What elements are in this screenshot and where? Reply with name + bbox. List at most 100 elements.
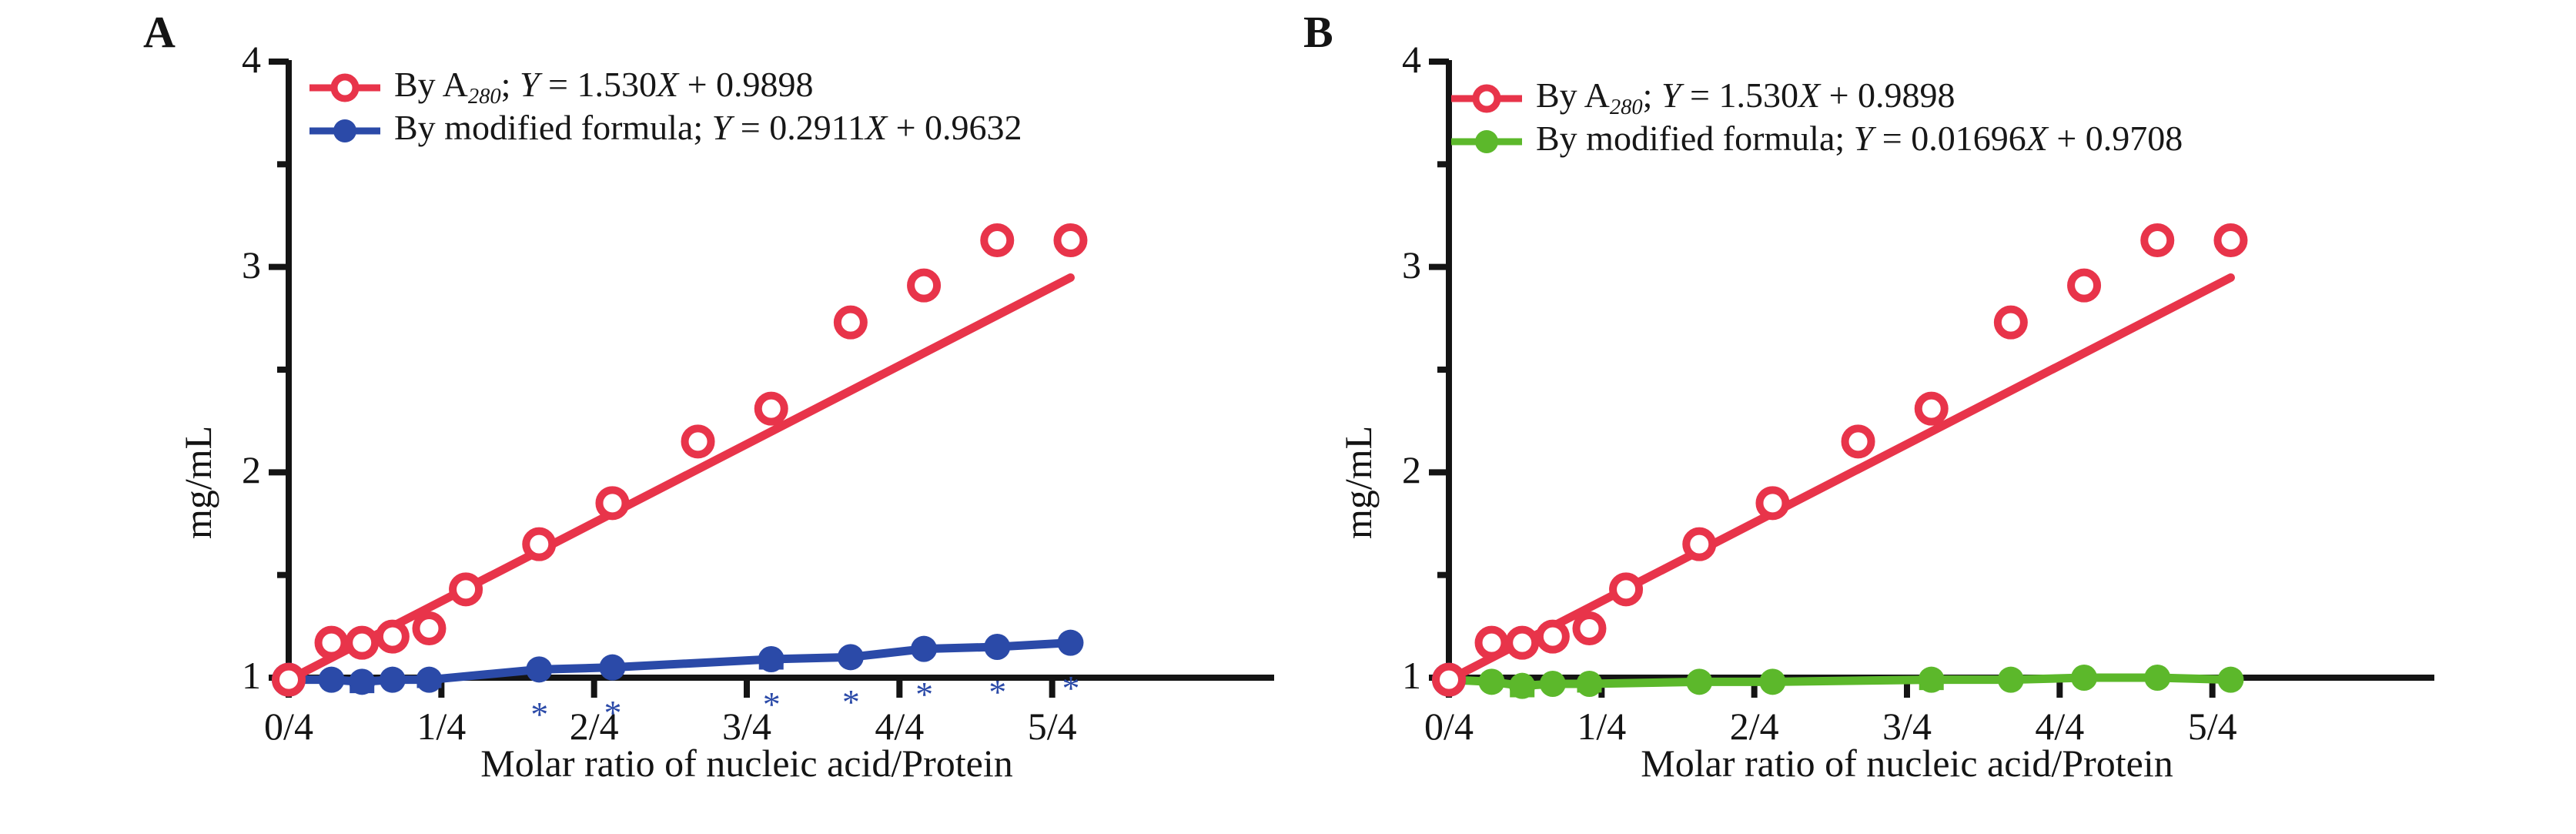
- data-point-open: [980, 223, 1015, 257]
- x-tick-label: 3/4: [722, 705, 771, 748]
- data-point-open: [449, 572, 483, 607]
- x-tick-label: 2/4: [569, 705, 619, 748]
- data-point-open: [1841, 424, 1875, 459]
- legend-label-a-1: By modified formula; Y = 0.2911X + 0.963…: [394, 108, 1022, 148]
- legend-label-b-0: By A280; Y = 1.530X + 0.9898: [1536, 75, 1955, 120]
- data-point-open: [1993, 305, 2028, 340]
- data-point-filled: [1539, 671, 1566, 697]
- open-circle-red-icon: [1450, 83, 1524, 114]
- data-point-filled: [379, 666, 406, 693]
- data-point-open: [1474, 625, 1509, 660]
- data-point-open: [1535, 619, 1570, 654]
- x-tick-label: 1/4: [1577, 705, 1627, 748]
- data-point-filled: [1759, 668, 1786, 695]
- panel-a: A mg/mL Molar ratio of nucleic acid/Prot…: [143, 7, 1274, 785]
- data-point-open: [907, 268, 942, 303]
- significance-asterisk: *: [604, 692, 622, 732]
- data-point-filled: [1478, 668, 1505, 695]
- data-point-filled: [1509, 672, 1536, 699]
- y-tick-label: 1: [1402, 654, 1421, 697]
- panel-a-label: A: [143, 7, 176, 57]
- data-point-open: [345, 625, 380, 660]
- data-point-open: [2067, 268, 2102, 303]
- y-tick-label: 1: [242, 654, 261, 697]
- significance-asterisk: *: [530, 695, 549, 735]
- x-tick-label: 5/4: [2187, 705, 2237, 748]
- data-point-open: [1755, 486, 1790, 521]
- filled-circle-blue-icon: [308, 116, 382, 146]
- data-point-open: [522, 527, 557, 561]
- significance-asterisk: *: [1062, 668, 1080, 708]
- data-point-open: [833, 305, 868, 340]
- y-tick-label: 4: [1402, 38, 1421, 81]
- data-point-filled: [599, 654, 626, 681]
- open-circle-red-icon: [308, 72, 382, 103]
- data-point-filled: [2071, 665, 2098, 691]
- data-point-open: [314, 625, 349, 660]
- legend-item-b-1: By modified formula; Y = 0.01696X + 0.97…: [1450, 120, 2183, 163]
- x-tick-label: 0/4: [1424, 705, 1474, 748]
- data-point-open: [1432, 662, 1466, 697]
- panel-a-legend: By A280; Y = 1.530X + 0.9898 By modified…: [308, 66, 1022, 152]
- legend-item-a-0: By A280; Y = 1.530X + 0.9898: [308, 66, 1022, 109]
- x-tick-label: 5/4: [1027, 705, 1077, 748]
- data-point-open: [2213, 223, 2248, 257]
- data-point-filled: [2144, 665, 2171, 691]
- significance-asterisk: *: [841, 682, 860, 722]
- data-point-open: [595, 486, 630, 521]
- x-tick-label: 2/4: [1729, 705, 1779, 748]
- panel-b: B mg/mL Molar ratio of nucleic acid/Prot…: [1288, 0, 2576, 834]
- data-point-open: [272, 662, 306, 697]
- x-tick-label: 1/4: [417, 705, 467, 748]
- data-point-filled: [1576, 671, 1603, 697]
- data-point-open: [1505, 625, 1540, 660]
- x-tick-label: 4/4: [875, 705, 925, 748]
- data-point-filled: [1918, 666, 1945, 693]
- legend-label-a-0: By A280; Y = 1.530X + 0.9898: [394, 65, 814, 109]
- data-point-open: [412, 611, 447, 645]
- data-point-open: [1053, 223, 1088, 257]
- data-point-filled: [758, 646, 785, 672]
- panel-b-plot: [1429, 59, 2434, 699]
- panel-b-label: B: [1303, 7, 1333, 57]
- data-point-filled: [349, 668, 376, 695]
- legend-label-b-1: By modified formula; Y = 0.01696X + 0.97…: [1536, 119, 2183, 159]
- series-fit-line: [1444, 273, 2235, 685]
- data-point-open: [754, 391, 788, 426]
- panel-b-y-axis-title: mg/mL: [1337, 425, 1380, 539]
- panel-a-plot: [269, 59, 1274, 698]
- significance-asterisk: *: [762, 685, 781, 724]
- data-point-filled: [416, 666, 443, 693]
- significance-asterisk: *: [989, 672, 1007, 712]
- data-point-filled: [526, 656, 553, 683]
- data-point-filled: [911, 635, 938, 662]
- data-point-filled: [1997, 666, 2024, 693]
- panel-b-x-axis-title: Molar ratio of nucleic acid/Protein: [1641, 742, 2173, 785]
- data-point-filled: [1057, 629, 1084, 656]
- filled-circle-green-icon: [1450, 126, 1524, 157]
- y-tick-label: 4: [242, 38, 261, 81]
- series-fit-line: [284, 273, 1075, 685]
- y-tick-label: 3: [242, 243, 261, 286]
- data-point-open: [1914, 391, 1949, 426]
- significance-asterisk: *: [915, 674, 934, 714]
- data-point-open: [1609, 572, 1644, 607]
- panel-a-y-axis-title: mg/mL: [176, 425, 219, 539]
- panel-a-x-axis-title: Molar ratio of nucleic acid/Protein: [480, 742, 1013, 785]
- data-point-open: [2140, 223, 2175, 257]
- data-point-open: [375, 619, 410, 654]
- y-tick-label: 3: [1402, 243, 1421, 286]
- data-point-open: [1682, 527, 1717, 561]
- data-point-filled: [1686, 668, 1713, 695]
- panel-b-legend: By A280; Y = 1.530X + 0.9898 By modified…: [1450, 77, 2183, 163]
- data-point-filled: [318, 666, 345, 693]
- data-point-filled: [837, 644, 864, 671]
- data-point-filled: [2217, 666, 2244, 693]
- legend-item-b-0: By A280; Y = 1.530X + 0.9898: [1450, 77, 2183, 120]
- x-tick-label: 0/4: [264, 705, 313, 748]
- y-tick-label: 2: [242, 448, 261, 492]
- x-tick-label: 4/4: [2035, 705, 2085, 748]
- y-tick-label: 2: [1402, 448, 1421, 492]
- data-point-filled: [984, 634, 1011, 660]
